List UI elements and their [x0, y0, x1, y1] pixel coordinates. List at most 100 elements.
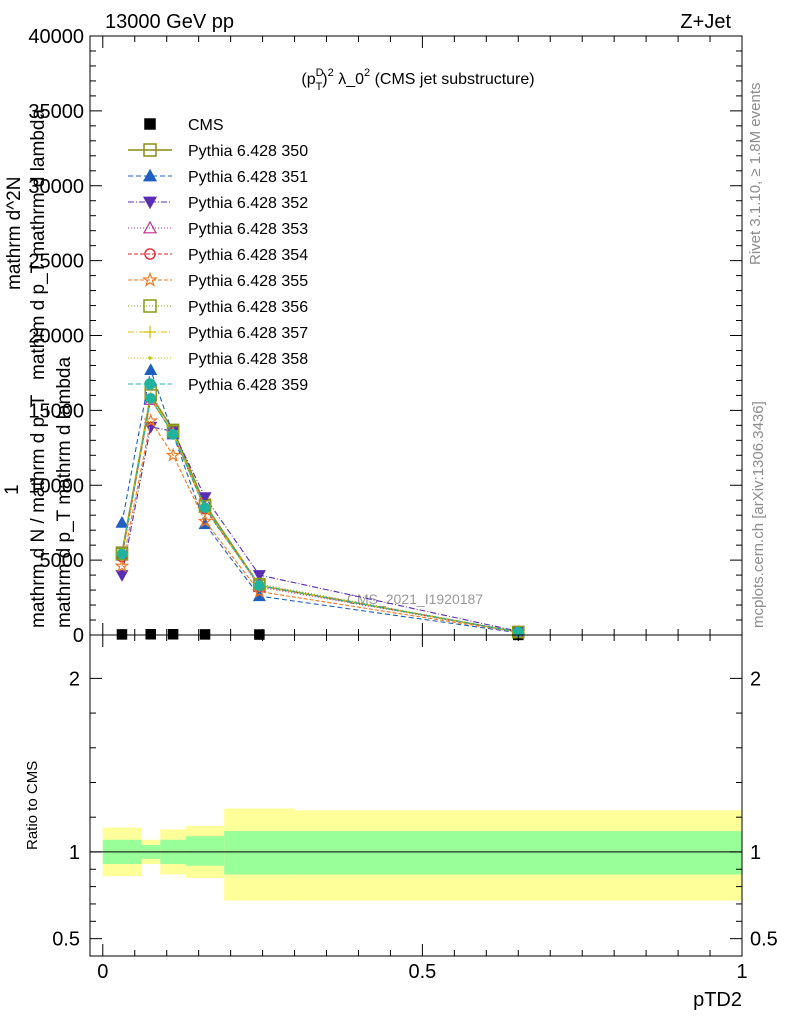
- data-point-marker: [115, 515, 129, 528]
- inner-uncertainty-band: [294, 831, 742, 875]
- data-point-marker: [144, 363, 158, 375]
- main-y-tick-label: 35000: [28, 101, 84, 123]
- circle-marker: [144, 378, 156, 390]
- circle-marker: [116, 548, 128, 560]
- main-y-tick-label: 5000: [40, 550, 85, 572]
- star-marker: [114, 558, 130, 573]
- triangle-down-marker: [115, 570, 129, 582]
- data-point-marker: [142, 168, 158, 182]
- inner-uncertainty-band: [224, 831, 295, 875]
- x-tick-label: 0.5: [408, 961, 436, 983]
- series-line: [121, 426, 519, 632]
- main-y-tick-label: 30000: [28, 176, 84, 198]
- legend-label: Pythia 6.428 357: [188, 325, 308, 342]
- legend-label: Pythia 6.428 351: [188, 169, 308, 186]
- data-point-marker: [198, 492, 212, 504]
- x-tick-label: 1: [736, 961, 747, 983]
- data-point-marker: [142, 271, 158, 287]
- data-point-marker: [144, 378, 156, 390]
- data-point-marker: [116, 548, 128, 560]
- legend-label: CMS: [188, 117, 224, 134]
- legend-label: Pythia 6.428 356: [188, 299, 308, 316]
- title-part-sup-d: D: [316, 67, 324, 79]
- analysis-watermark: CMS_2021_I1920187: [347, 591, 483, 607]
- legend-item: Pythia 6.428 359: [128, 377, 308, 394]
- main-y-axis: 0 5000 10000 15000 20000 25000 30000 35000 40000: [28, 26, 742, 647]
- data-point-marker: [148, 356, 152, 360]
- ratio-plot-panel: 0.5 0.51 12 2 0 0.5 1 Ratio to CMS pTD2: [24, 634, 778, 1011]
- main-y-tick-label: 0: [73, 625, 84, 647]
- dot-marker: [148, 356, 152, 360]
- circle-marker: [145, 393, 157, 404]
- legend-item: CMS: [144, 117, 224, 134]
- legend-label: Pythia 6.428 353: [188, 221, 308, 238]
- ratio-y-axis: 0.5 0.5 1 1 2 2: [52, 668, 778, 950]
- data-point-marker: [144, 248, 156, 260]
- series-line: [121, 390, 519, 633]
- data-point-marker: [252, 570, 266, 582]
- data-point-marker: [167, 429, 179, 440]
- triangle-down-marker: [198, 492, 212, 504]
- legend-item: Pythia 6.428 354: [128, 247, 308, 264]
- data-point-marker: [145, 629, 156, 640]
- ratio-y-tick-label: 0.5: [52, 929, 80, 951]
- triangle-up-marker: [115, 515, 129, 528]
- star-marker: [142, 271, 158, 287]
- square-marker: [167, 629, 179, 640]
- triangle-up-marker: [144, 363, 158, 375]
- circle-marker: [199, 502, 211, 514]
- main-x-ticks: [102, 36, 743, 635]
- legend-label: Pythia 6.428 350: [188, 143, 308, 160]
- data-point-marker: [144, 118, 156, 130]
- x-axis-label: pTD2: [693, 989, 742, 1011]
- legend-item: Pythia 6.428 358: [128, 351, 308, 368]
- data-point-marker: [167, 629, 179, 640]
- data-point-marker: [199, 502, 211, 514]
- ylabel-line-4: mathrm d N / mathrm d p_T: [28, 394, 49, 628]
- ylabel-line-1: mathrm d^2N: [4, 177, 25, 290]
- data-point-marker: [199, 629, 211, 640]
- mcplots-label: mcplots.cern.ch [arXiv:1306.3436]: [750, 401, 767, 628]
- process-label: Z+Jet: [680, 11, 731, 33]
- ratio-x-axis: 0 0.5 1: [97, 635, 748, 983]
- ylabel-line-3: 1: [2, 484, 23, 495]
- title-part-p: (p: [301, 71, 315, 88]
- rivet-label: Rivet 3.1.10, ≥ 1.8M events: [747, 83, 764, 266]
- circle-marker: [167, 429, 179, 440]
- plot-title: (pD T)2 λ_02 (CMS jet substructure): [301, 67, 534, 93]
- legend-item: Pythia 6.428 351: [128, 168, 308, 186]
- energy-label: 13000 GeV pp: [105, 11, 234, 33]
- title-part-rest: (CMS jet substructure): [370, 71, 534, 88]
- triangle-up-marker: [142, 168, 158, 182]
- ratio-y-tick-label-right: 0.5: [750, 929, 778, 951]
- main-y-tick-label: 25000: [28, 251, 84, 273]
- legend-item: Pythia 6.428 357: [128, 325, 308, 342]
- ratio-y-axis-label: Ratio to CMS: [24, 761, 41, 850]
- series-layer: [114, 363, 526, 641]
- legend-item: Pythia 6.428 350: [128, 143, 308, 160]
- uncertainty-bands: [102, 808, 742, 901]
- main-y-tick-label: 10000: [28, 475, 84, 497]
- triangle-down-marker: [142, 196, 158, 210]
- legend-label: Pythia 6.428 359: [188, 377, 308, 394]
- data-point-marker: [165, 447, 181, 462]
- data-point-marker: [114, 558, 130, 573]
- title-part-sup-2: 2: [328, 67, 334, 79]
- series-line: [121, 419, 519, 633]
- legend-item: Pythia 6.428 355: [128, 271, 308, 290]
- ratio-y-tick-label: 2: [69, 668, 80, 690]
- square-marker: [145, 629, 156, 640]
- legend-item: Pythia 6.428 352: [128, 195, 308, 212]
- title-part-close: ): [322, 71, 327, 88]
- ratio-plot-frame: [89, 634, 743, 957]
- legend-label: Pythia 6.428 354: [188, 247, 308, 264]
- triangle-down-marker: [252, 570, 266, 582]
- square-marker: [116, 629, 128, 640]
- star-marker: [197, 513, 213, 528]
- circle-marker: [144, 248, 156, 260]
- legend: CMS Pythia 6.428 350 Pythia 6.428 351 Pythi…: [128, 117, 308, 394]
- legend-label: Pythia 6.428 352: [188, 195, 308, 212]
- data-point-marker: [142, 196, 158, 210]
- square-marker: [143, 143, 157, 157]
